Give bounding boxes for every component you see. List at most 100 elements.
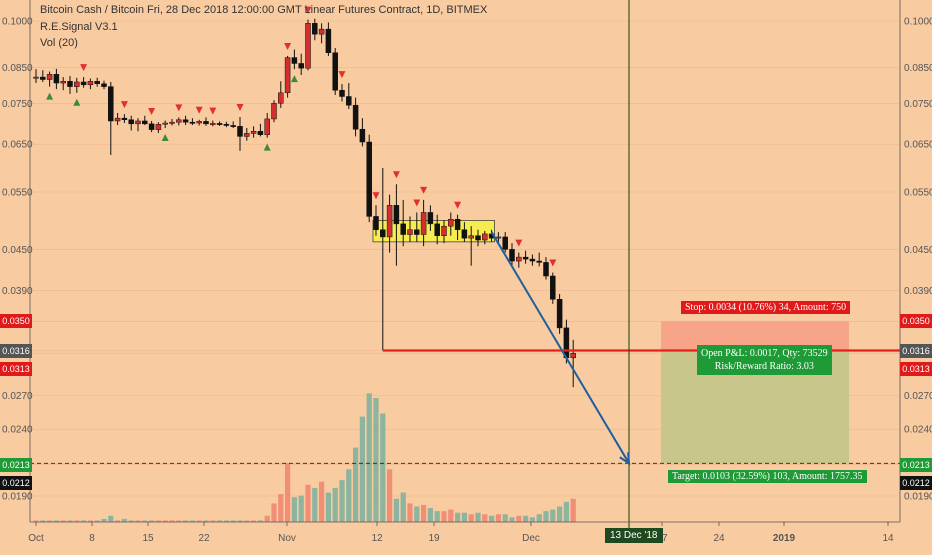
candle-body <box>46 74 53 80</box>
volume-bar <box>346 469 352 522</box>
candle-body <box>332 52 338 91</box>
buy-signal-triangle <box>46 92 54 100</box>
x-tick-label: 24 <box>713 533 725 544</box>
candle-body <box>60 81 66 84</box>
volume-bar <box>563 501 569 522</box>
candle-body <box>142 120 148 125</box>
candle-body <box>509 249 515 262</box>
volume-bar <box>400 492 406 522</box>
buy-signal-triangle <box>290 75 298 83</box>
candle-body <box>121 117 128 121</box>
x-tick-label: Nov <box>278 533 296 544</box>
sell-signal-triangle <box>392 171 400 179</box>
y-tick-label-right: 0.0650 <box>904 140 932 151</box>
candle-body <box>318 28 325 35</box>
volume-bar <box>441 511 447 522</box>
volume-bar <box>516 515 522 522</box>
volume-bar <box>291 497 297 522</box>
candle-body <box>101 83 107 87</box>
candle-body <box>400 223 406 235</box>
volume-bar <box>550 509 556 522</box>
volume-bar <box>278 494 284 522</box>
y-tick-label-left: 0.0270 <box>2 391 33 402</box>
volume-bar <box>305 484 311 522</box>
y-tick-label-left: 0.0850 <box>2 63 33 74</box>
volume-bar <box>325 492 331 522</box>
candles <box>33 18 576 388</box>
volume-bar <box>434 511 440 522</box>
volume-bar <box>251 520 257 522</box>
left-tag-black: 0.0212 <box>0 476 32 490</box>
stop-label: Stop: 0.0034 (10.76%) 34, Amount: 750 <box>681 301 851 314</box>
right-tag-stop: 0.0350 <box>900 314 932 328</box>
sell-signal-triangle <box>372 192 380 200</box>
volume-bar <box>332 487 338 522</box>
volume-bar <box>482 514 488 522</box>
volume-bar <box>149 520 155 522</box>
buy-signal-triangle <box>161 133 169 141</box>
volume-bar <box>53 520 59 522</box>
indicator-signal-label[interactable]: R.E.Signal V3.1 <box>40 21 118 33</box>
sell-signal-triangle <box>304 6 312 14</box>
y-tick-label-left: 0.0190 <box>2 492 33 503</box>
volume-bar <box>135 520 141 522</box>
candle-body <box>162 122 168 125</box>
x-tick-label: 22 <box>198 533 210 544</box>
candle-body <box>468 235 474 239</box>
candle-body <box>352 104 359 130</box>
signal-markers <box>46 6 557 267</box>
volume-bar <box>557 506 563 522</box>
volume-bar <box>230 520 236 522</box>
buy-signal-triangle <box>73 98 81 106</box>
annotation-lines <box>30 0 932 528</box>
x-tick-label: 2019 <box>773 533 796 544</box>
volume-bar <box>264 515 270 522</box>
candle-body <box>522 256 529 260</box>
sell-signal-triangle <box>148 107 156 115</box>
volume-bar <box>162 520 168 522</box>
volume-bar <box>217 520 223 522</box>
candle-body <box>237 126 243 137</box>
date-marker-label: 13 Dec '18 <box>605 528 663 543</box>
candle-body <box>454 219 461 230</box>
candle-body <box>291 57 298 64</box>
indicator-volume-label[interactable]: Vol (20) <box>40 37 78 49</box>
volume-bar <box>502 514 508 522</box>
candle-body <box>475 235 481 241</box>
volume-bar <box>155 520 161 522</box>
volume-bar <box>74 520 80 522</box>
volume-bar <box>523 515 529 522</box>
candle-body <box>135 120 141 125</box>
volume-bar <box>128 520 134 522</box>
volume-bar <box>461 512 467 522</box>
volume-bar <box>339 480 345 522</box>
y-tick-label-left: 0.0550 <box>2 187 33 198</box>
volume-bar <box>455 512 461 522</box>
candle-body <box>148 123 155 130</box>
volume-bar <box>373 398 379 522</box>
sell-signal-triangle <box>80 64 88 72</box>
candle-body <box>448 219 454 227</box>
volume-bar <box>176 520 182 522</box>
volume-bar <box>101 518 107 522</box>
volume-bar <box>244 520 250 522</box>
candle-body <box>223 123 230 126</box>
sell-signal-triangle <box>338 71 346 79</box>
candle-body <box>196 121 202 124</box>
volume-bar <box>189 520 195 522</box>
sell-signal-triangle <box>420 186 428 194</box>
candle-body <box>570 352 576 359</box>
right-tag-current: 0.0316 <box>900 344 932 358</box>
candle-body <box>128 119 134 125</box>
volume-bar <box>33 520 39 522</box>
sell-signal-triangle <box>549 259 557 267</box>
volume-bar <box>115 520 121 522</box>
trend-arrow-head <box>619 452 631 466</box>
x-tick-label: Oct <box>28 533 44 544</box>
position-zones <box>661 321 849 464</box>
left-tag-target: 0.0213 <box>0 458 32 472</box>
sell-signal-triangle <box>195 106 203 114</box>
candle-body <box>203 121 209 125</box>
volume-bar <box>407 503 413 522</box>
